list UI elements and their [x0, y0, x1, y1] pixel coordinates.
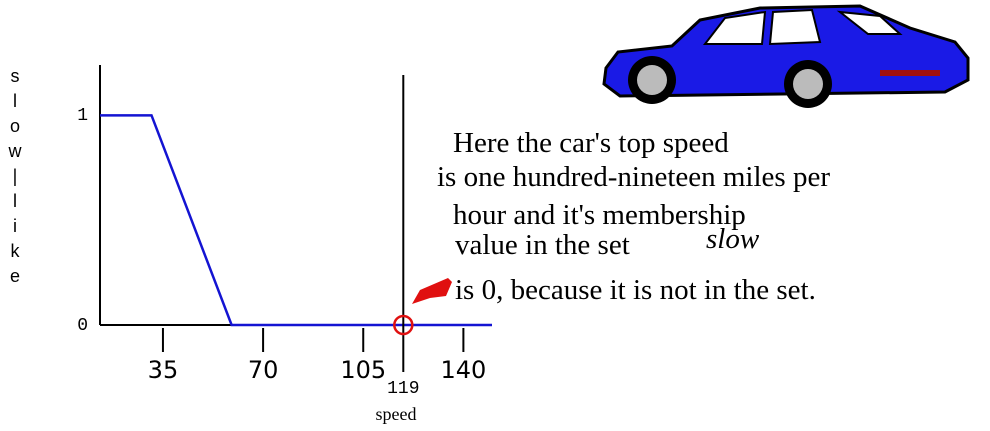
text-line: is one hundred-nineteen miles per [437, 161, 830, 193]
x-tick-label: 70 [248, 356, 279, 384]
car [604, 6, 968, 108]
text-line: is 0, because it is not in the set. [455, 274, 816, 306]
y-tick-label: 0 [77, 316, 88, 336]
text-line: Here the car's top speed [453, 127, 729, 159]
emphasis: slow [706, 223, 760, 255]
x-tick-label: 140 [440, 356, 486, 384]
x-tick-label: 105 [340, 356, 386, 384]
highlight-label: 119 [387, 379, 419, 399]
text-line: value in the set [455, 229, 630, 261]
chart: speed Here the car's top speed is one hu… [0, 0, 990, 431]
x-axis-label: speed [376, 404, 417, 424]
page: slow|like speed Here the car's top speed… [0, 0, 990, 431]
y-tick-label: 1 [77, 106, 88, 126]
arrow [412, 278, 452, 304]
x-tick-label: 35 [148, 356, 179, 384]
text-line: hour and it's membership [453, 199, 746, 231]
